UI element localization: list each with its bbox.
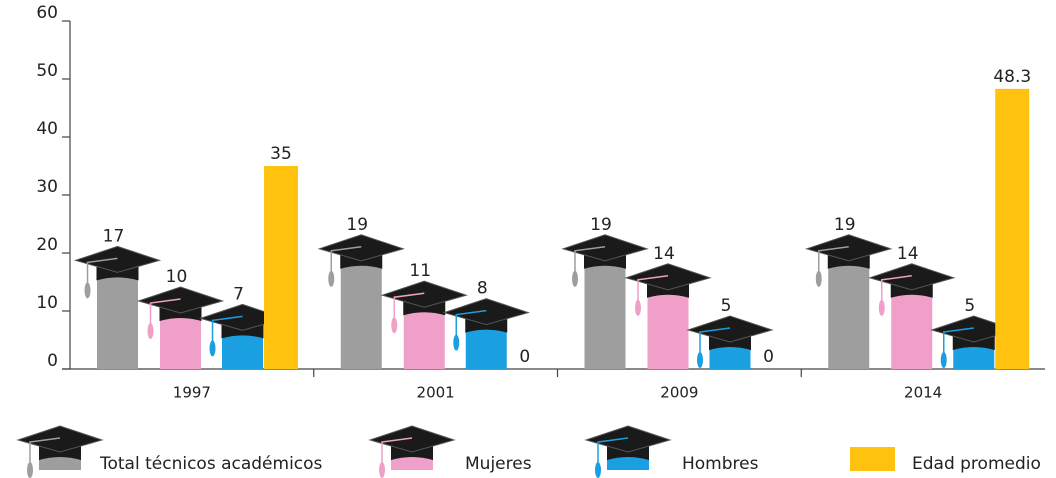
cap-tassel-end xyxy=(878,299,885,316)
cap-tassel xyxy=(149,298,181,325)
cap-tassel xyxy=(455,309,487,337)
y-tick-label: 40 xyxy=(36,119,58,139)
cap-tassel xyxy=(29,437,61,464)
cap-board xyxy=(73,245,162,273)
cap-tassel-end xyxy=(940,352,947,368)
x-tick-label: 1997 xyxy=(173,384,211,402)
y-tick-label: 60 xyxy=(36,3,58,23)
cap-tassel-end xyxy=(391,317,398,334)
value-label: 17 xyxy=(103,226,125,246)
cap-board xyxy=(686,315,774,343)
value-label: 11 xyxy=(409,261,431,281)
bar xyxy=(97,270,138,369)
cap-tassel xyxy=(330,246,362,273)
legend-label: Hombres xyxy=(682,454,759,474)
cap-board xyxy=(805,234,893,262)
cap-board xyxy=(136,286,225,314)
x-tick-label: 2014 xyxy=(904,384,942,402)
cap-board xyxy=(442,298,530,326)
bar xyxy=(647,287,689,369)
value-label: 5 xyxy=(721,296,732,316)
cap-board xyxy=(317,234,405,262)
value-label: 0 xyxy=(519,347,530,367)
legend-label: Edad promedio xyxy=(912,454,1041,474)
bar xyxy=(403,305,445,369)
legend-swatch xyxy=(850,447,895,471)
cap-tassel xyxy=(597,437,629,464)
value-label: 7 xyxy=(233,284,244,304)
cap-tassel xyxy=(943,327,974,354)
value-label: 10 xyxy=(166,267,188,287)
cap-tassel-end xyxy=(379,462,385,478)
value-label: 14 xyxy=(653,244,675,264)
bar xyxy=(995,88,1030,370)
value-label: 5 xyxy=(964,296,975,316)
legend-swatch xyxy=(607,456,649,470)
cap-tassel-end xyxy=(209,340,216,357)
value-label: 8 xyxy=(477,279,488,299)
cap-tassel-end xyxy=(815,270,822,287)
legend-label: Mujeres xyxy=(465,454,532,474)
cap-board xyxy=(868,263,956,291)
y-tick-label: 50 xyxy=(36,61,58,81)
cap-tassel-end xyxy=(635,299,641,316)
cap-tassel-end xyxy=(84,282,91,299)
cap-tassel xyxy=(381,437,413,464)
cap-tassel-end xyxy=(453,334,460,351)
x-tick-label: 2001 xyxy=(417,384,455,402)
cap-tassel xyxy=(881,275,912,302)
cap-tassel xyxy=(818,246,849,273)
cap-board xyxy=(561,234,649,262)
cap-tassel xyxy=(699,327,731,354)
bar xyxy=(160,311,201,369)
y-tick-label: 0 xyxy=(47,351,58,371)
value-label: 19 xyxy=(346,215,368,235)
cap-tassel xyxy=(393,292,425,320)
cap-board xyxy=(584,425,672,453)
cap-tassel-end xyxy=(147,323,154,339)
cap-tassel-end xyxy=(697,352,703,368)
cap-tassel xyxy=(637,275,669,302)
y-tick-label: 20 xyxy=(36,235,58,255)
legend-swatch xyxy=(39,456,81,470)
cap-board xyxy=(624,263,712,291)
cap-tassel-end xyxy=(572,270,578,287)
cap-tassel xyxy=(211,315,243,343)
bar xyxy=(891,287,933,369)
cap-tassel xyxy=(574,246,606,273)
cap-board xyxy=(16,425,104,453)
y-tick-label: 30 xyxy=(36,177,58,197)
value-label: 0 xyxy=(763,347,774,367)
value-label: 35 xyxy=(270,144,292,164)
cap-board xyxy=(380,280,468,308)
value-label: 19 xyxy=(834,215,856,235)
cap-board xyxy=(368,425,456,453)
legend-label: Total técnicos académicos xyxy=(99,454,323,474)
bar xyxy=(584,258,626,369)
bar xyxy=(828,258,870,369)
cap-tassel-end xyxy=(27,462,33,478)
cap-tassel-end xyxy=(595,462,601,478)
y-tick-label: 10 xyxy=(36,293,58,313)
value-label: 19 xyxy=(590,215,612,235)
value-label: 48.3 xyxy=(993,67,1031,87)
cap-tassel xyxy=(86,257,118,285)
bar xyxy=(264,166,298,369)
value-label: 14 xyxy=(897,244,919,264)
cap-tassel-end xyxy=(328,270,335,287)
x-tick-label: 2009 xyxy=(660,384,698,402)
legend-swatch xyxy=(391,456,433,470)
bar xyxy=(340,258,382,369)
